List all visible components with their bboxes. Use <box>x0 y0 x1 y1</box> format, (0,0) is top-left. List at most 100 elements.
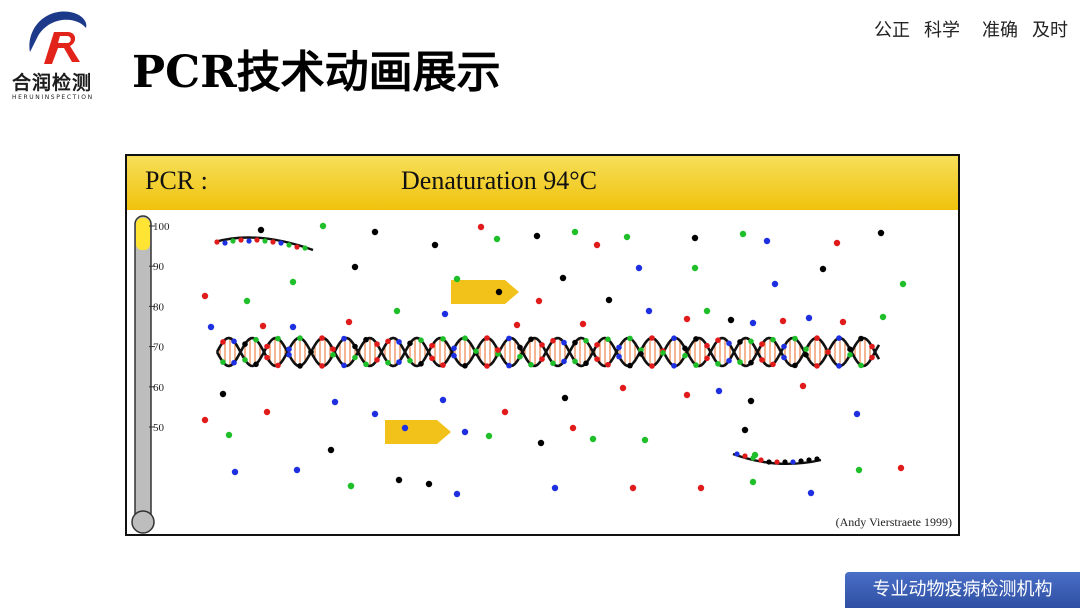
logo-english-name: HERUNINSPECTION <box>12 94 94 101</box>
strand-nucleotide <box>726 357 732 364</box>
free-nucleotide <box>431 241 439 249</box>
strand-nucleotide <box>385 359 391 366</box>
free-nucleotide <box>293 466 301 474</box>
free-nucleotide <box>589 435 597 443</box>
free-nucleotide <box>345 318 353 326</box>
free-nucleotide <box>645 307 653 315</box>
free-nucleotide <box>683 315 691 323</box>
strand-nucleotide <box>352 354 358 361</box>
strand-nucleotide <box>270 239 276 245</box>
strand-nucleotide <box>737 339 743 345</box>
strand-nucleotide <box>748 359 754 366</box>
strand-nucleotide <box>748 338 754 345</box>
strand-nucleotide <box>594 356 600 362</box>
strand-nucleotide <box>693 362 699 368</box>
free-nucleotide <box>371 228 379 236</box>
free-nucleotide <box>763 237 771 245</box>
free-nucleotide <box>243 297 251 305</box>
free-nucleotide <box>559 274 567 282</box>
credit-text: (Andy Vierstraete 1999) <box>835 515 952 529</box>
strand-nucleotide <box>726 340 732 347</box>
strand-nucleotide <box>451 352 457 359</box>
strand-nucleotide <box>806 457 812 463</box>
free-nucleotide <box>263 408 271 416</box>
pcr-animation-panel: PCR : Denaturation 94°C 100 90 80 70 60 50 (A… <box>125 154 960 536</box>
free-nucleotide <box>401 424 409 432</box>
strand-nucleotide <box>605 336 611 343</box>
strand-nucleotide <box>869 343 875 350</box>
free-nucleotide <box>727 316 735 324</box>
free-nucleotide <box>225 431 233 439</box>
strand-nucleotide <box>275 335 281 342</box>
strand-nucleotide <box>660 350 666 356</box>
strand-nucleotide <box>506 335 512 342</box>
thermometer-tube <box>134 215 152 527</box>
free-nucleotide <box>495 288 503 296</box>
strand-nucleotide <box>539 356 545 362</box>
strand-nucleotide <box>294 244 300 250</box>
slogan: 公正 科学 准确 及时 <box>860 16 1068 42</box>
free-nucleotide <box>453 275 461 283</box>
pcr-label: PCR : <box>145 166 208 195</box>
strand-nucleotide <box>798 458 804 464</box>
strand-nucleotide <box>836 335 842 341</box>
free-nucleotide <box>805 314 813 322</box>
strand-nucleotide <box>319 363 325 369</box>
free-nucleotide <box>619 384 627 392</box>
strand-nucleotide <box>396 359 402 365</box>
footer-badge: 专业动物疫病检测机构 <box>845 572 1080 608</box>
strand-nucleotide <box>363 336 369 343</box>
free-nucleotide <box>683 391 691 399</box>
free-nucleotide <box>819 265 827 273</box>
free-nucleotide <box>807 489 815 497</box>
strand-nucleotide <box>825 349 831 355</box>
free-nucleotide <box>691 234 699 242</box>
free-nucleotide <box>899 280 907 288</box>
free-nucleotide <box>715 387 723 395</box>
strand-nucleotide <box>693 336 699 342</box>
thermometer-tick-label: 100 <box>153 221 170 233</box>
free-nucleotide <box>749 319 757 327</box>
strand-nucleotide <box>792 362 798 369</box>
free-nucleotide <box>219 390 227 398</box>
strand-nucleotide <box>264 343 270 350</box>
strand-nucleotide <box>539 342 545 348</box>
free-nucleotide <box>425 480 433 488</box>
strand-nucleotide <box>572 339 578 346</box>
free-nucleotide <box>537 439 545 447</box>
strand-nucleotide <box>220 359 226 365</box>
strand-nucleotide <box>790 459 796 465</box>
dna-strand-bottom <box>215 336 881 368</box>
free-nucleotide <box>351 263 359 271</box>
free-nucleotide <box>749 478 757 486</box>
strand-nucleotide <box>774 459 780 465</box>
strand-nucleotide <box>528 336 534 343</box>
strand-nucleotide <box>341 335 347 342</box>
strand-nucleotide <box>847 346 853 352</box>
free-nucleotide <box>691 264 699 272</box>
free-nucleotide <box>207 323 215 331</box>
strand-nucleotide <box>792 335 798 342</box>
strand-nucleotide <box>616 344 622 351</box>
free-nucleotide <box>231 468 239 476</box>
strand-nucleotide <box>407 357 413 364</box>
strand-nucleotide <box>759 357 765 363</box>
strand-nucleotide <box>605 361 611 368</box>
slogan-word: 科学 <box>924 20 960 41</box>
strand-nucleotide <box>715 337 721 343</box>
free-nucleotide <box>289 323 297 331</box>
free-nucleotide <box>879 313 887 321</box>
free-nucleotide <box>833 239 841 247</box>
free-nucleotide <box>533 232 541 240</box>
strand-nucleotide <box>473 348 479 354</box>
strand-nucleotide <box>222 240 228 246</box>
strand-nucleotide <box>352 343 358 350</box>
strand-nucleotide <box>528 361 534 368</box>
strand-nucleotide <box>308 349 314 355</box>
free-nucleotide <box>641 436 649 444</box>
primer-arrow <box>451 280 519 304</box>
free-nucleotide <box>453 490 461 498</box>
slogan-word: 公正 <box>874 20 910 41</box>
strand-nucleotide <box>517 344 523 351</box>
strand-nucleotide <box>781 343 787 350</box>
